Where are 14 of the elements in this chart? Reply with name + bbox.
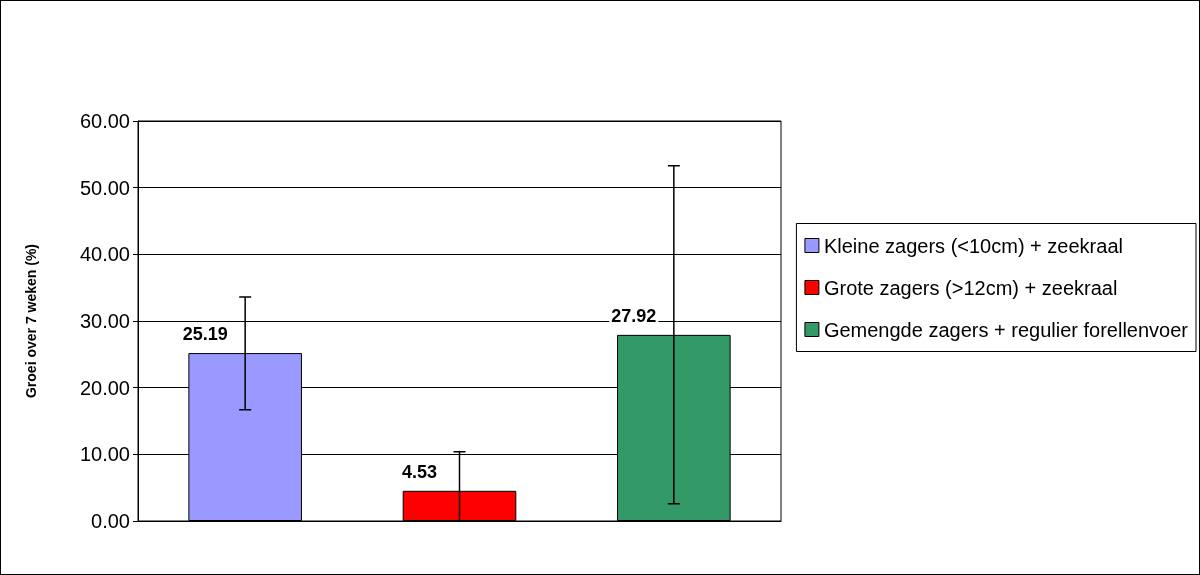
legend-label: Kleine zagers (<10cm) + zeekraal	[823, 234, 1123, 257]
legend-label: Gemengde zagers + regulier forellenvoer	[823, 318, 1189, 341]
legend-label: Grote zagers (>12cm) + zeekraal	[823, 276, 1118, 299]
data-label: 4.53	[401, 461, 438, 482]
data-label: 25.19	[182, 324, 228, 345]
y-tick-label: 50.00	[79, 176, 130, 199]
y-tick-label: 10.00	[79, 443, 130, 466]
y-axis-title: Groei over 7 weken (%)	[23, 243, 39, 399]
data-label: 27.92	[611, 305, 657, 326]
y-tick-label: 60.00	[79, 110, 130, 132]
y-tick-label: 20.00	[79, 376, 130, 399]
y-tick-label: 0.00	[91, 510, 130, 532]
y-tick-label: 40.00	[79, 243, 130, 266]
y-tick-label: 30.00	[79, 310, 130, 332]
